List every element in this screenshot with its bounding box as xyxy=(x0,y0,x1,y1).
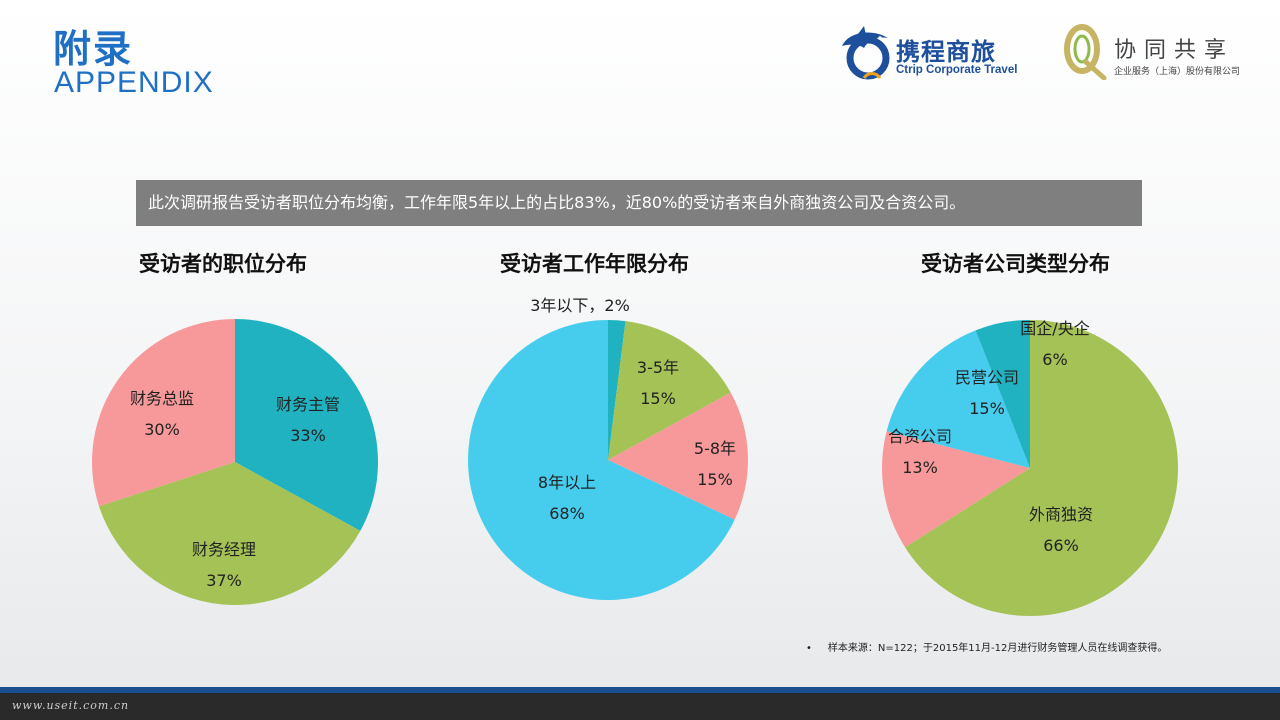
footnote-bullet: • xyxy=(806,643,812,654)
ctrip-name-en: Ctrip Corporate Travel xyxy=(896,64,1018,76)
slice-percent: 66% xyxy=(1043,536,1079,555)
footer-bar xyxy=(0,693,1280,720)
slice-label: 国企/央企 xyxy=(1020,319,1089,338)
footer-stripe xyxy=(0,687,1280,693)
slice-percent: 68% xyxy=(549,504,585,523)
slice-percent: 15% xyxy=(640,389,676,408)
slice-label: 外商独资 xyxy=(1029,505,1093,524)
pie-slice xyxy=(608,321,731,460)
slice-percent: 33% xyxy=(290,426,326,445)
pie-slice xyxy=(99,462,361,605)
dolphin-logo-icon xyxy=(842,26,890,80)
pie-slice xyxy=(608,320,626,460)
slice-percent: 6% xyxy=(1042,350,1067,369)
slice-percent: 13% xyxy=(902,458,938,477)
pie-slice xyxy=(975,320,1030,468)
chart-title-position: 受访者的职位分布 xyxy=(139,252,307,276)
slice-label: 财务主管 xyxy=(276,395,340,414)
xietong-logo: 协同共享 企业服务（上海）股份有限公司 xyxy=(1060,22,1270,82)
q-emblem-icon xyxy=(1064,24,1107,80)
slice-label: 3年以下，2% xyxy=(530,296,630,315)
chart-title-tenure: 受访者工作年限分布 xyxy=(500,252,689,276)
slice-percent: 15% xyxy=(697,470,733,489)
slice-percent: 37% xyxy=(206,571,242,590)
slice-label: 财务经理 xyxy=(192,540,256,559)
ctrip-logo: 携程商旅 Ctrip Corporate Travel xyxy=(838,26,1034,86)
slice-label: 8年以上 xyxy=(538,473,596,492)
slice-label: 3-5年 xyxy=(637,358,679,377)
footnote-text: 样本来源：N=122；于2015年11月-12月进行财务管理人员在线调查获得。 xyxy=(827,643,1168,654)
summary-bar: 此次调研报告受访者职位分布均衡，工作年限5年以上的占比83%，近80%的受访者来… xyxy=(136,180,1142,226)
pie-slice xyxy=(608,392,749,520)
chart-title-company-type: 受访者公司类型分布 xyxy=(921,252,1110,276)
slice-percent: 15% xyxy=(969,399,1005,418)
slice-label: 民营公司 xyxy=(955,368,1019,387)
watermark: www.useit.com.cn xyxy=(12,699,130,712)
slice-label: 5-8年 xyxy=(694,439,736,458)
ctrip-name-cn: 携程商旅 xyxy=(896,38,996,66)
xietong-subtitle: 企业服务（上海）股份有限公司 xyxy=(1114,67,1241,77)
page-title: 附录 xyxy=(53,27,134,71)
slice-label: 合资公司 xyxy=(888,427,952,446)
slice-percent: 30% xyxy=(144,420,180,439)
page-subtitle: APPENDIX xyxy=(54,66,214,99)
pie-slice xyxy=(468,320,735,600)
pie-slice xyxy=(235,319,378,531)
pie-slice xyxy=(882,431,1030,548)
pie-slice xyxy=(905,320,1179,616)
sample-source-note: • 样本来源：N=122；于2015年11月-12月进行财务管理人员在线调查获得。 xyxy=(806,639,1167,654)
slice-label: 财务总监 xyxy=(130,389,194,408)
pie-slice xyxy=(886,330,1030,468)
xietong-name-cn: 协同共享 xyxy=(1114,38,1235,63)
pie-slice xyxy=(92,319,235,507)
